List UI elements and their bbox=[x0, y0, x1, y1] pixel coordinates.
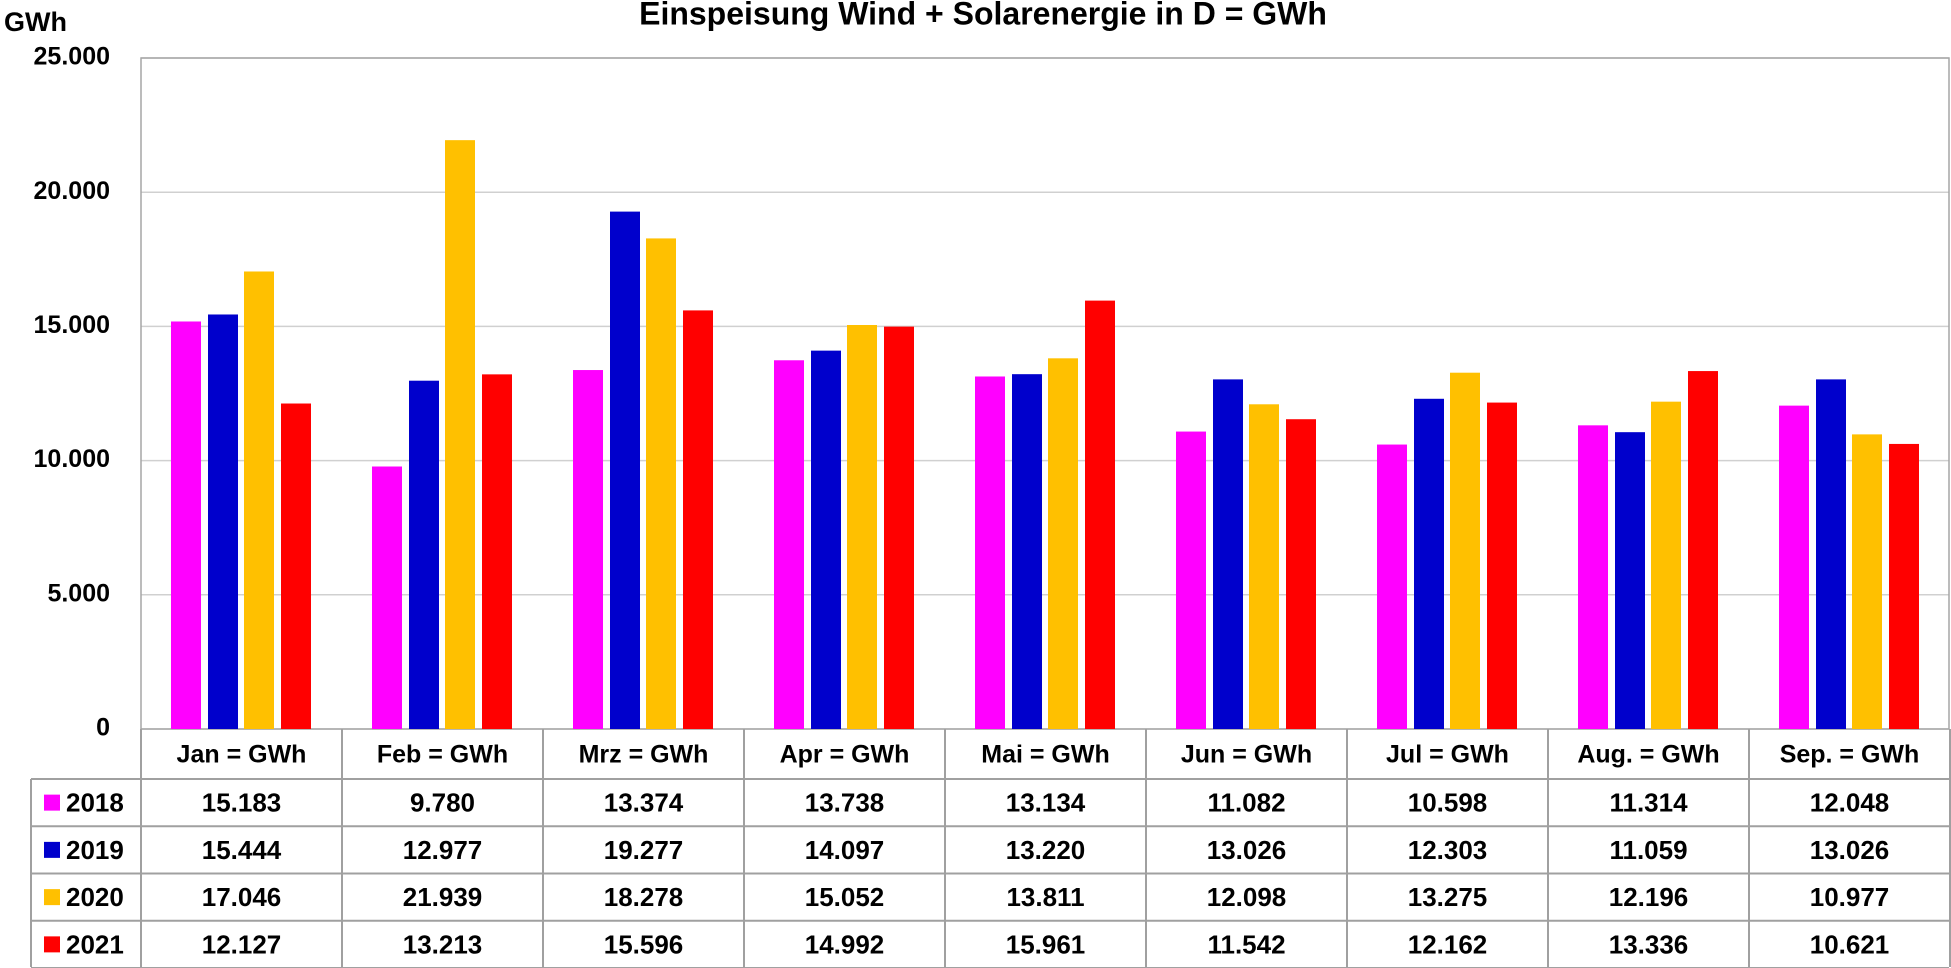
bar bbox=[1012, 374, 1042, 729]
category-label: Sep. = GWh bbox=[1780, 741, 1920, 769]
bar bbox=[1852, 434, 1882, 729]
table-value: 10.621 bbox=[1810, 929, 1890, 959]
chart-title: Einspeisung Wind + Solarenergie in D = G… bbox=[639, 0, 1327, 31]
bar bbox=[208, 314, 238, 729]
table-value: 14.992 bbox=[805, 929, 885, 959]
table-value: 15.596 bbox=[604, 929, 684, 959]
y-tick-label: 25.000 bbox=[34, 43, 110, 71]
table-value: 12.196 bbox=[1609, 882, 1689, 912]
y-axis-label: GWh bbox=[4, 7, 67, 37]
bar bbox=[244, 271, 274, 729]
table-value: 13.213 bbox=[403, 929, 483, 959]
bar bbox=[975, 376, 1005, 729]
bar bbox=[1048, 358, 1078, 729]
table-value: 11.059 bbox=[1609, 835, 1687, 865]
table-value: 12.977 bbox=[403, 835, 483, 865]
table-value: 15.961 bbox=[1006, 929, 1086, 959]
y-tick-label: 20.000 bbox=[34, 177, 110, 205]
y-tick-label: 0 bbox=[96, 714, 110, 742]
table-value: 13.026 bbox=[1207, 835, 1287, 865]
bar bbox=[1450, 372, 1480, 729]
category-label: Mai = GWh bbox=[981, 741, 1109, 769]
bar bbox=[1213, 379, 1243, 729]
table-value: 14.097 bbox=[805, 835, 885, 865]
table-value: 12.048 bbox=[1810, 788, 1890, 818]
legend-swatch bbox=[44, 936, 60, 953]
bar bbox=[646, 238, 676, 729]
bar bbox=[1085, 300, 1115, 729]
bar bbox=[372, 466, 402, 729]
table-value: 11.542 bbox=[1207, 929, 1285, 959]
table-value: 11.314 bbox=[1609, 788, 1688, 818]
bar bbox=[409, 380, 439, 729]
table-value: 12.098 bbox=[1207, 882, 1287, 912]
table-value: 17.046 bbox=[202, 882, 282, 912]
table-value: 10.598 bbox=[1408, 788, 1488, 818]
table-value: 18.278 bbox=[604, 882, 684, 912]
table-value: 13.336 bbox=[1609, 929, 1689, 959]
table-value: 10.977 bbox=[1810, 882, 1890, 912]
category-label: Feb = GWh bbox=[377, 741, 508, 769]
bar bbox=[1615, 432, 1645, 729]
table-value: 13.134 bbox=[1006, 788, 1086, 818]
bar bbox=[683, 310, 713, 729]
bar bbox=[1688, 371, 1718, 729]
legend-label: 2020 bbox=[66, 882, 124, 912]
bar bbox=[1414, 398, 1444, 729]
table-value: 13.220 bbox=[1006, 835, 1086, 865]
bar bbox=[610, 211, 640, 729]
y-tick-label: 5.000 bbox=[47, 579, 110, 607]
table-value: 13.811 bbox=[1006, 882, 1084, 912]
bar bbox=[573, 370, 603, 729]
bar bbox=[1779, 405, 1809, 729]
y-tick-label: 10.000 bbox=[34, 445, 110, 473]
bar bbox=[445, 140, 475, 730]
bar bbox=[1286, 419, 1316, 729]
table-value: 15.183 bbox=[202, 788, 282, 818]
table-value: 13.275 bbox=[1408, 882, 1488, 912]
bar bbox=[1487, 402, 1517, 729]
table-value: 19.277 bbox=[604, 835, 684, 865]
bar bbox=[884, 326, 914, 729]
legend-label: 2021 bbox=[66, 929, 124, 959]
table-value: 12.127 bbox=[202, 929, 282, 959]
table-value: 13.374 bbox=[604, 788, 684, 818]
category-label: Aug. = GWh bbox=[1577, 741, 1719, 769]
category-label: Apr = GWh bbox=[780, 741, 910, 769]
table-value: 11.082 bbox=[1207, 788, 1285, 818]
bar bbox=[482, 374, 512, 729]
category-label: Mrz = GWh bbox=[579, 741, 709, 769]
table-value: 12.162 bbox=[1408, 929, 1488, 959]
table-value: 9.780 bbox=[410, 788, 475, 818]
bar bbox=[847, 325, 877, 729]
category-label: Jul = GWh bbox=[1386, 741, 1509, 769]
plot-border bbox=[140, 57, 1950, 730]
legend-swatch bbox=[44, 889, 60, 906]
table-value: 15.052 bbox=[805, 882, 885, 912]
y-tick-label: 15.000 bbox=[34, 311, 110, 339]
legend-swatch bbox=[44, 794, 60, 811]
category-label: Jan = GWh bbox=[177, 741, 307, 769]
table-value: 15.444 bbox=[202, 835, 282, 865]
legend-label: 2018 bbox=[66, 788, 124, 818]
table-value: 13.738 bbox=[805, 788, 885, 818]
bar bbox=[1249, 404, 1279, 729]
bar bbox=[1578, 425, 1608, 729]
table-value: 12.303 bbox=[1408, 835, 1488, 865]
bar bbox=[281, 403, 311, 729]
legend-swatch bbox=[44, 841, 60, 858]
table-value: 13.026 bbox=[1810, 835, 1890, 865]
bar bbox=[1651, 401, 1681, 729]
bar bbox=[1889, 443, 1919, 729]
bar bbox=[1816, 379, 1846, 729]
bar bbox=[171, 321, 201, 729]
bar bbox=[1176, 431, 1206, 729]
bar bbox=[1377, 444, 1407, 729]
table-value: 21.939 bbox=[403, 882, 483, 912]
bar bbox=[811, 350, 841, 729]
legend-label: 2019 bbox=[66, 835, 124, 865]
bar bbox=[774, 360, 804, 729]
category-label: Jun = GWh bbox=[1181, 741, 1312, 769]
